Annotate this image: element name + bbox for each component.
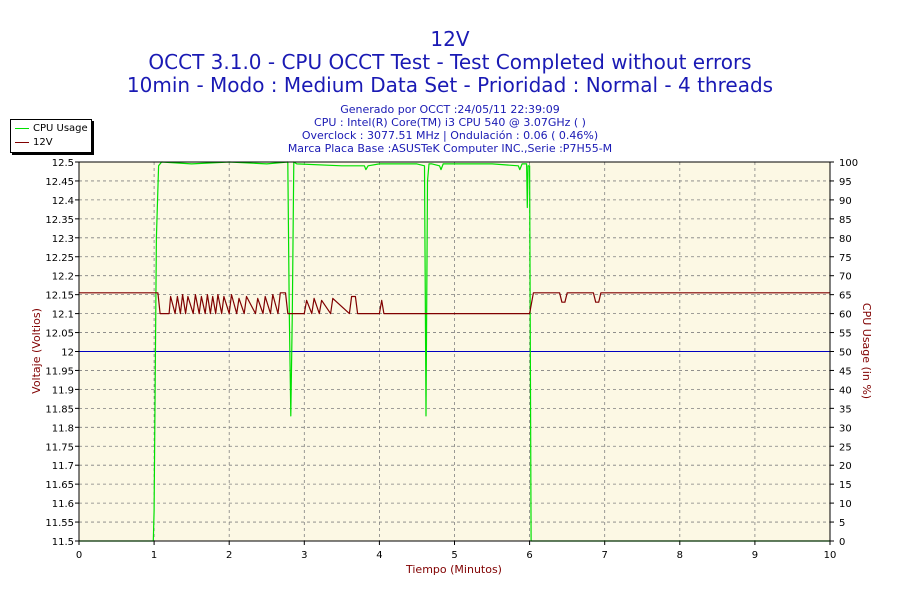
x-tick-label: 2 [226,550,232,561]
y-right-tick-label: 85 [839,215,852,226]
info-generated: Generado por OCCT :24/05/11 22:39:09 [340,103,560,116]
axis-ticks: 0 1 2 3 4 5 6 7 8 9 1011.511.5511.611.6511.711.751… [45,158,858,561]
y-left-tick-label: 12.25 [45,253,74,264]
y-left-tick-label: 12.5 [52,158,74,169]
y-right-tick-label: 25 [839,442,852,453]
x-tick-label: 7 [602,550,608,561]
y-right-tick-label: 40 [839,385,852,396]
legend-item-12v: 12V [15,137,53,148]
y-left-tick-label: 11.95 [45,366,74,377]
y-left-tick-label: 11.9 [52,385,74,396]
y-axis-right-label: CPU Usage (in %) [860,303,873,399]
y-right-tick-label: 100 [839,158,858,169]
series-line-12v [79,292,830,315]
y-right-tick-label: 10 [839,499,852,510]
y-left-tick-label: 12.15 [45,291,74,302]
y-left-tick-label: 11.65 [45,480,74,491]
y-left-tick-label: 12.1 [52,310,74,321]
chart-title: 12V [430,27,470,51]
x-tick-label: 0 [76,550,82,561]
y-right-tick-label: 50 [839,348,852,359]
y-right-tick-label: 30 [839,423,852,434]
y-left-tick-label: 12 [61,348,74,359]
y-right-tick-label: 5 [839,518,845,529]
y-right-tick-label: 75 [839,253,852,264]
y-right-tick-label: 15 [839,480,852,491]
x-axis-label: Tiempo (Minutos) [405,563,502,576]
y-right-tick-label: 70 [839,272,852,283]
y-left-tick-label: 12.05 [45,329,74,340]
plot-border [78,161,831,542]
y-left-tick-label: 12.45 [45,177,74,188]
y-left-tick-label: 12.2 [52,272,74,283]
y-axis-left-label: Voltaje (Voltios) [30,308,43,394]
x-tick-label: 3 [301,550,307,561]
y-right-tick-label: 55 [839,329,852,340]
y-right-tick-label: 0 [839,537,845,548]
y-right-tick-label: 90 [839,196,852,207]
legend-label-cpu-usage: CPU Usage [33,123,88,134]
chart-legend: CPU Usage 12V [10,119,92,153]
legend-swatch-12v [15,141,29,143]
legend-item-cpu-usage: CPU Usage [15,123,88,134]
x-tick-label: 6 [526,550,532,561]
y-left-tick-label: 11.7 [52,461,74,472]
y-right-tick-label: 65 [839,291,852,302]
y-right-tick-label: 20 [839,461,852,472]
y-right-tick-label: 95 [839,177,852,188]
chart-subtitle-test: OCCT 3.1.0 - CPU OCCT Test - Test Comple… [148,50,752,74]
x-tick-label: 10 [824,550,837,561]
y-left-tick-label: 11.85 [45,404,74,415]
info-overclock: Overclock : 3077.51 MHz | Ondulación : 0… [301,129,599,142]
series-layer [79,161,830,542]
legend-label-12v: 12V [33,137,53,148]
y-left-tick-label: 12.3 [52,234,74,245]
y-right-tick-label: 80 [839,234,852,245]
y-right-tick-label: 45 [839,366,852,377]
info-motherboard: Marca Placa Base :ASUSTeK Computer INC.,… [287,142,613,155]
x-tick-label: 8 [677,550,683,561]
y-right-tick-label: 35 [839,404,852,415]
y-left-tick-label: 11.55 [45,518,74,529]
x-tick-label: 5 [451,550,457,561]
x-tick-label: 4 [376,550,382,561]
info-cpu: CPU : Intel(R) Core(TM) i3 CPU 540 @ 3.0… [314,116,586,129]
legend-swatch-cpu-usage [15,127,29,129]
y-left-tick-label: 12.4 [52,196,74,207]
y-left-tick-label: 11.5 [52,537,74,548]
y-left-tick-label: 12.35 [45,215,74,226]
chart-subtitle-mode: 10min - Modo : Medium Data Set - Priorid… [126,73,774,97]
y-left-tick-label: 11.8 [52,423,74,434]
y-left-tick-label: 11.75 [45,442,74,453]
x-tick-label: 1 [151,550,157,561]
y-left-tick-label: 11.6 [52,499,74,510]
x-tick-label: 9 [752,550,758,561]
y-right-tick-label: 60 [839,310,852,321]
series-line-cpu-usage [79,161,830,542]
